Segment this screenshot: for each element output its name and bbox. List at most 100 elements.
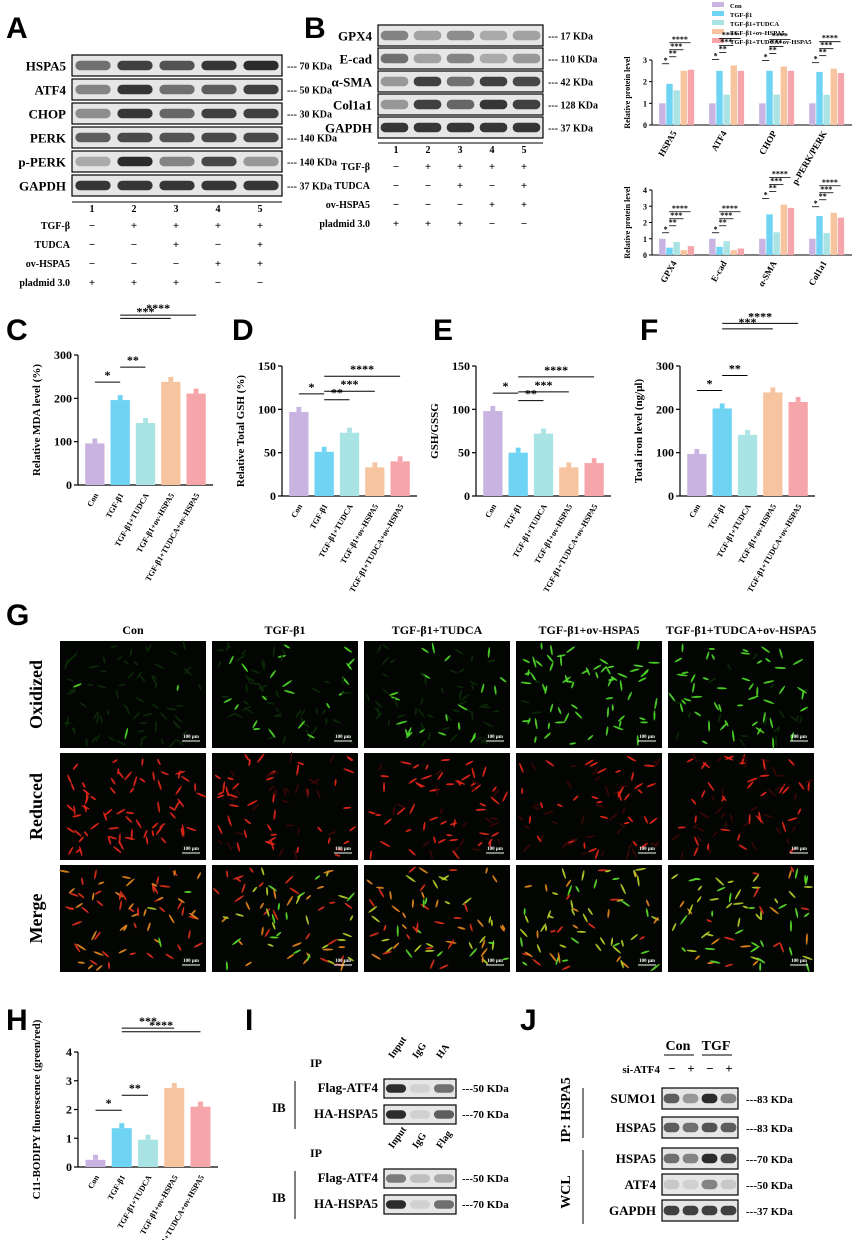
cell-mark	[453, 818, 456, 828]
cell-mark	[168, 914, 175, 924]
cell-mark	[752, 960, 759, 966]
cell-mark	[804, 874, 807, 884]
blot-band	[701, 1093, 718, 1104]
image-column-label: TGF-β1+ov-HSPA5	[539, 623, 640, 637]
cell-mark	[62, 722, 72, 725]
panel-letter-e: E	[433, 314, 453, 347]
cell-mark	[464, 707, 471, 713]
cell-mark	[674, 657, 683, 663]
cell-mark	[694, 836, 699, 847]
blot-band	[413, 76, 442, 87]
cell-mark	[305, 729, 310, 736]
cell-mark	[648, 661, 661, 664]
cell-mark	[382, 688, 390, 695]
cell-mark	[139, 721, 148, 725]
cell-mark	[130, 828, 133, 841]
cell-mark	[712, 831, 718, 838]
cell-mark	[311, 687, 321, 694]
cell-mark	[612, 877, 620, 881]
cell-mark	[489, 817, 499, 821]
cell-mark	[261, 926, 264, 936]
error-bar	[694, 448, 700, 454]
cell-mark	[124, 771, 132, 781]
condition-mark: −	[257, 277, 263, 289]
cell-mark	[739, 734, 749, 738]
sig-star: ****	[748, 309, 772, 323]
blot-band	[720, 1153, 737, 1164]
cell-mark	[125, 811, 135, 815]
cell-mark	[803, 885, 813, 888]
cell-mark	[272, 921, 276, 930]
cell-mark	[646, 783, 656, 788]
bar	[773, 94, 780, 125]
cell-mark	[788, 869, 792, 879]
tick-label: 3	[66, 1074, 72, 1088]
group-label-con: Con	[666, 1039, 691, 1054]
cell-mark	[551, 892, 559, 895]
condition-mark: +	[457, 180, 463, 192]
cell-mark	[781, 786, 790, 795]
condition-mark: −	[89, 239, 95, 251]
cell-mark	[805, 933, 808, 946]
error-bar	[490, 406, 496, 412]
bar	[837, 217, 845, 255]
x-tick-label: TGF-β1	[308, 503, 329, 531]
blot-label-gapdh: GAPDH	[19, 179, 66, 194]
cell-mark	[420, 739, 426, 748]
cell-mark	[272, 909, 279, 921]
cell-mark	[633, 664, 644, 668]
cell-mark	[697, 885, 703, 891]
blot-band	[75, 132, 111, 143]
cell-mark	[551, 820, 558, 825]
cell-mark	[681, 671, 689, 674]
cell-mark	[408, 848, 416, 856]
lane-number: 1	[394, 145, 399, 156]
cell-mark	[133, 775, 137, 788]
cell-mark	[300, 708, 306, 717]
blot-size: --- 50 KDa	[287, 86, 332, 97]
cell-mark	[671, 834, 680, 841]
cell-mark	[448, 869, 458, 872]
cell-mark	[481, 706, 492, 709]
cell-mark	[169, 650, 179, 656]
condition-mark: +	[425, 161, 431, 173]
bar	[559, 467, 579, 496]
cell-mark	[570, 704, 578, 710]
cell-mark	[326, 702, 330, 709]
cell-mark	[236, 789, 241, 796]
cell-mark	[729, 813, 734, 822]
cell-mark	[681, 947, 686, 952]
cell-mark	[218, 839, 223, 845]
cell-mark	[272, 793, 275, 803]
cell-mark	[93, 951, 104, 956]
error-bar	[795, 396, 801, 402]
cell-mark	[248, 759, 251, 767]
cell-mark	[759, 905, 764, 915]
cell-mark	[212, 887, 220, 895]
condition-mark: −	[89, 258, 95, 270]
bar	[830, 68, 837, 125]
condition-mark: −	[89, 220, 95, 232]
cell-mark	[462, 821, 467, 828]
cell-mark	[764, 716, 768, 727]
tick-label: 150	[258, 359, 276, 373]
cell-mark	[610, 937, 614, 946]
cell-mark	[389, 659, 396, 664]
sig-star: ****	[149, 1018, 173, 1032]
bar	[666, 247, 673, 255]
cell-mark	[457, 722, 461, 731]
cell-mark	[624, 793, 630, 801]
bar	[737, 434, 758, 496]
cell-mark	[681, 643, 684, 653]
cell-mark	[150, 703, 160, 710]
cell-mark	[599, 936, 606, 945]
cell-mark	[270, 833, 278, 836]
cell-mark	[763, 699, 775, 704]
image-column-label: TGF-β1	[265, 623, 306, 637]
cell-mark	[414, 707, 417, 716]
sig-star: **	[127, 353, 139, 367]
x-tick-label: CHOP	[757, 129, 779, 157]
cell-mark	[631, 771, 634, 782]
cell-mark	[165, 953, 174, 960]
bar	[687, 69, 695, 125]
